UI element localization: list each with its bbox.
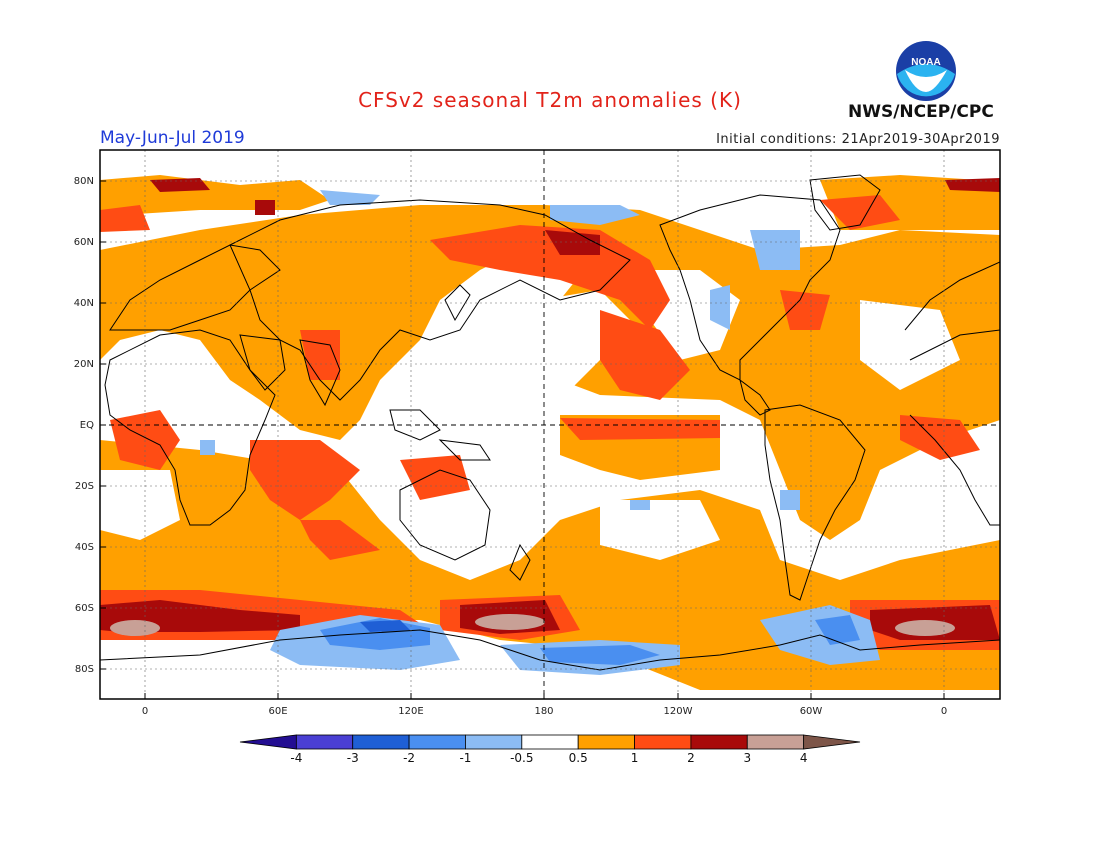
colorbar-swatch: [803, 734, 861, 750]
agency-label: NWS/NCEP/CPC: [848, 102, 994, 122]
colorbar-swatch: [465, 734, 523, 750]
colorbar-swatch: [239, 734, 297, 750]
lon-label: 120E: [398, 706, 423, 717]
colorbar-swatch: [577, 734, 635, 750]
colorbar-swatch: [521, 734, 579, 750]
colorbar-swatch: [352, 734, 410, 750]
colorbar-tick-label: -4: [290, 751, 302, 765]
lat-label: 60N: [74, 237, 94, 248]
colorbar-tick-label: -3: [347, 751, 359, 765]
lon-label: 60W: [800, 706, 823, 717]
lat-label: 20N: [74, 359, 94, 370]
colorbar-swatch: [408, 734, 466, 750]
colorbar-tick-label: -1: [459, 751, 471, 765]
lon-label: 60E: [268, 706, 287, 717]
anomaly-field: [100, 150, 1000, 699]
lat-labels: 80N 60N 40N 20N EQ 20S 40S 60S 80S: [74, 176, 94, 675]
axis-ticks: [100, 180, 945, 699]
colorbar-tick-label: -2: [403, 751, 415, 765]
colorbar-swatch: [634, 734, 692, 750]
colorbar-swatch: [295, 734, 354, 750]
chart-title: CFSv2 seasonal T2m anomalies (K): [358, 88, 742, 112]
lat-label: EQ: [80, 420, 94, 431]
lat-label: 20S: [75, 481, 94, 492]
lat-label: 80N: [74, 176, 94, 187]
lon-label: 120W: [664, 706, 693, 717]
graticule: [100, 150, 1000, 699]
lon-labels: 0 60E 120E 180 120W 60W 0: [142, 706, 947, 717]
logo-text: NOAA: [911, 57, 940, 68]
colorbar-tick-label: 4: [800, 751, 808, 765]
lon-label: 0: [142, 706, 148, 717]
lat-label: 60S: [75, 603, 94, 614]
equator-dateline: [100, 150, 1000, 699]
colorbar-tick-label: 0.5: [569, 751, 588, 765]
coastlines: [100, 174, 1000, 671]
anomaly-3-to-4: [110, 614, 955, 636]
lon-label: 0: [941, 706, 947, 717]
colorbar: -4 -3 -2 -1 -0.5 0.5 1 2 3 4: [239, 734, 861, 765]
colorbar-tick-label: 2: [687, 751, 695, 765]
colorbar-tick-label: 3: [743, 751, 751, 765]
lat-label: 80S: [75, 664, 94, 675]
noaa-logo: NOAA: [895, 40, 957, 102]
forecast-period: May-Jun-Jul 2019: [100, 128, 245, 148]
lat-label: 40S: [75, 542, 94, 553]
colorbar-swatch: [746, 734, 805, 750]
colorbar-swatch: [690, 734, 748, 750]
initial-conditions: Initial conditions: 21Apr2019-30Apr2019: [716, 132, 1000, 147]
neutral-gaps: [100, 270, 960, 560]
anomaly-neg-2-to-neg-3: [360, 620, 410, 632]
lat-label: 40N: [74, 298, 94, 309]
colorbar-tick-label: 1: [631, 751, 639, 765]
lon-label: 180: [534, 706, 553, 717]
colorbar-tick-label: -0.5: [510, 751, 533, 765]
